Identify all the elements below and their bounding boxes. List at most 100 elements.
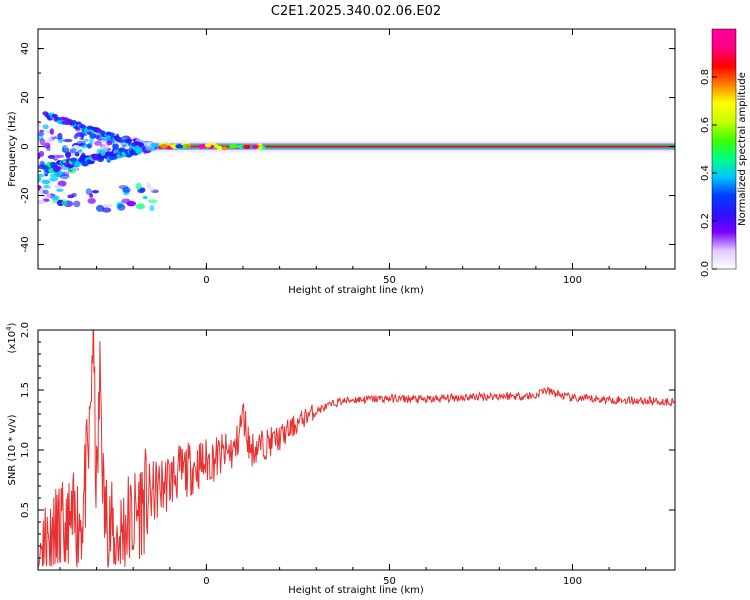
snr-ylabel: SNR (10 * v/v) [7,414,18,485]
spectral-blob [89,133,97,139]
spectrogram-xlabel: Height of straight line (km) [288,285,424,296]
spectrogram-frame [37,28,676,270]
colorbar: 0.0 0.2 0.4 0.6 0.8 Normalized spectral ampl… [700,28,748,277]
y-tick-label: 1.0 [20,442,31,458]
colorbar-tick-label: 0.2 [700,213,711,229]
x-tick-label: 100 [563,275,582,286]
spectral-blob [115,189,124,197]
spectral-blob [135,182,142,190]
spectral-blob [38,176,42,183]
upper-branch-blob [70,120,77,125]
ridge-node [159,144,169,149]
snr-scale-note: (x104) [5,322,18,353]
y-tick-label: 40 [20,42,31,55]
spectral-blob [85,188,92,196]
spectral-blob [84,138,89,142]
y-tick-label: 0.5 [20,502,31,518]
x-tick-label: 100 [563,576,582,587]
spectral-blob [56,188,64,192]
lower-branch-blob [70,157,78,163]
colorbar-tick-label: 0.6 [700,117,711,133]
snr-series-line [38,330,675,568]
spectral-blob [41,179,51,185]
spectral-blob [45,130,51,134]
spectral-blob [42,124,49,130]
spectral-blob [149,204,155,212]
y-tick-label: 0 [20,143,31,149]
y-tick-label: -40 [20,236,31,252]
spectral-blob [51,195,60,201]
spectral-blob [97,192,103,197]
spectral-blob [94,140,102,146]
spectral-blob [47,154,56,159]
snr-scale-exp: 4 [5,326,13,331]
snr-frame [37,329,676,571]
spectral-blob [65,151,72,159]
spectral-blob [95,204,105,212]
spectral-blob [82,147,89,152]
spectral-blob [117,204,126,211]
spectrogram-panel: 0 50 100 40 20 0 -20 -40 Height of straight lin… [7,28,676,296]
lower-branch-blob [54,165,62,171]
colorbar-tick-label: 0.4 [700,165,711,181]
spectral-blob [118,185,129,190]
spectral-blob [120,141,125,146]
spectral-blob [73,134,78,140]
upper-branch-blob [135,141,142,146]
spectral-blob [56,154,65,159]
spectral-blob [53,185,63,189]
colorbar-tick-label: 0.0 [700,261,711,277]
ridge-node [204,143,212,148]
spectral-blob [142,195,148,200]
snr-panel: 0 50 100 0.5 1.0 1.5 2.0 Height of straight li… [5,322,676,596]
spectral-blob [43,193,52,199]
ridge-node [175,144,184,149]
colorbar-tick-label: 0.8 [700,69,711,85]
colorbar-label: Normalized spectral amplitude [737,72,748,226]
upper-branch-blob [126,138,133,143]
y-tick-label: -20 [20,187,31,203]
x-tick-label: 50 [383,275,396,286]
ridge-node [237,144,245,149]
spectral-blob [38,199,46,205]
spectral-blob [45,203,53,209]
upper-branch-blob [108,132,115,137]
ridge-node [229,144,239,149]
spectral-blob [42,189,49,195]
snr-scale-base: (x10 [7,331,18,354]
colorbar-gradient [711,28,737,270]
spectral-blob [76,140,87,146]
ridge-node [251,144,259,149]
spectral-blob [87,197,96,204]
ridge-band-core [155,145,675,148]
spectral-blob [67,194,75,199]
ridge-node [197,144,206,149]
spectral-blob [43,142,51,149]
spectral-blob [62,147,70,153]
ridge-node [186,144,191,149]
y-tick-label: 20 [20,91,31,104]
lower-branch-blob [135,149,143,155]
spectral-blob [74,152,80,157]
ridge-node [242,144,252,149]
chart-title: C2E1.2025.340.02.06.E02 [271,4,441,19]
spectral-blob [135,203,145,210]
spectral-blob [103,204,113,208]
spectral-blob [147,199,158,204]
ridge-node [216,145,223,150]
spectral-blob [125,145,130,149]
spectral-blob [149,187,155,192]
spectrogram-ylabel: Frequency (Hz) [7,111,18,187]
spectral-blob [38,132,45,136]
x-tick-label: 50 [383,576,396,587]
spectral-blob [112,143,119,151]
lower-branch-blob [108,154,116,160]
svg-text:(x104): (x104) [5,322,18,353]
x-tick-label: 0 [203,275,209,286]
spectral-blob [59,173,70,180]
spectral-blob [38,153,41,160]
spectral-blob [57,132,63,140]
spectral-blob [67,167,76,174]
spectral-blob [91,190,99,194]
spectral-blob [86,143,93,149]
